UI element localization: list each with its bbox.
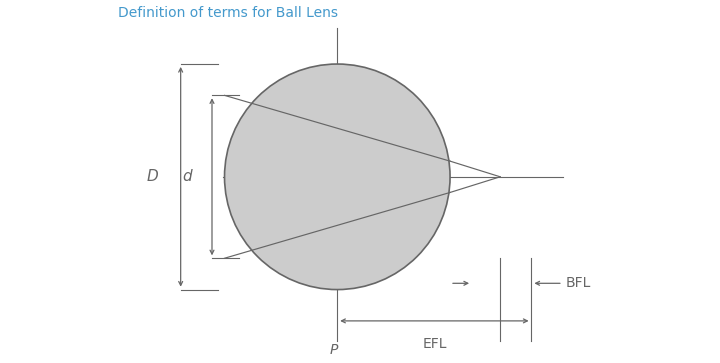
Text: Definition of terms for Ball Lens: Definition of terms for Ball Lens	[118, 6, 338, 20]
Text: d: d	[182, 169, 192, 184]
Circle shape	[225, 64, 450, 290]
Text: EFL: EFL	[422, 337, 446, 351]
Text: P: P	[330, 343, 338, 357]
Text: BFL: BFL	[566, 276, 591, 290]
Text: D: D	[147, 169, 158, 184]
